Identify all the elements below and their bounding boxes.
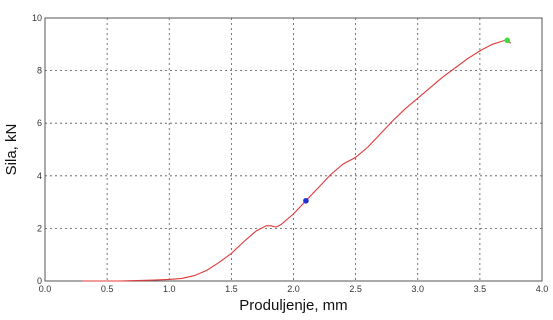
x-tick-label: 3.0 (411, 284, 424, 294)
data-marker (303, 198, 309, 204)
y-tick-label: 6 (37, 118, 42, 128)
x-tick-label: 1.5 (225, 284, 238, 294)
y-tick-label: 8 (37, 66, 42, 76)
y-axis-label: Sila, kN (3, 124, 20, 176)
x-axis-label: Produljenje, mm (239, 297, 347, 314)
x-tick-labels: 0.0 0.5 1.0 1.5 2.0 2.5 3.0 3.5 4.0 (39, 284, 549, 294)
x-tick-label: 2.5 (349, 284, 362, 294)
grid (45, 18, 542, 281)
markers (303, 38, 510, 204)
y-tick-label: 10 (32, 13, 42, 23)
y-tick-labels: 0 2 4 6 8 10 (32, 13, 42, 286)
x-tick-label: 4.0 (536, 284, 549, 294)
y-tick-label: 4 (37, 171, 42, 181)
x-tick-label: 2.0 (287, 284, 300, 294)
series-line (82, 40, 511, 281)
data-marker (504, 38, 510, 44)
x-tick-label: 0.5 (101, 284, 114, 294)
y-tick-label: 2 (37, 223, 42, 233)
y-tick-label: 0 (37, 276, 42, 286)
x-tick-label: 3.5 (474, 284, 487, 294)
x-tick-label: 1.0 (163, 284, 176, 294)
